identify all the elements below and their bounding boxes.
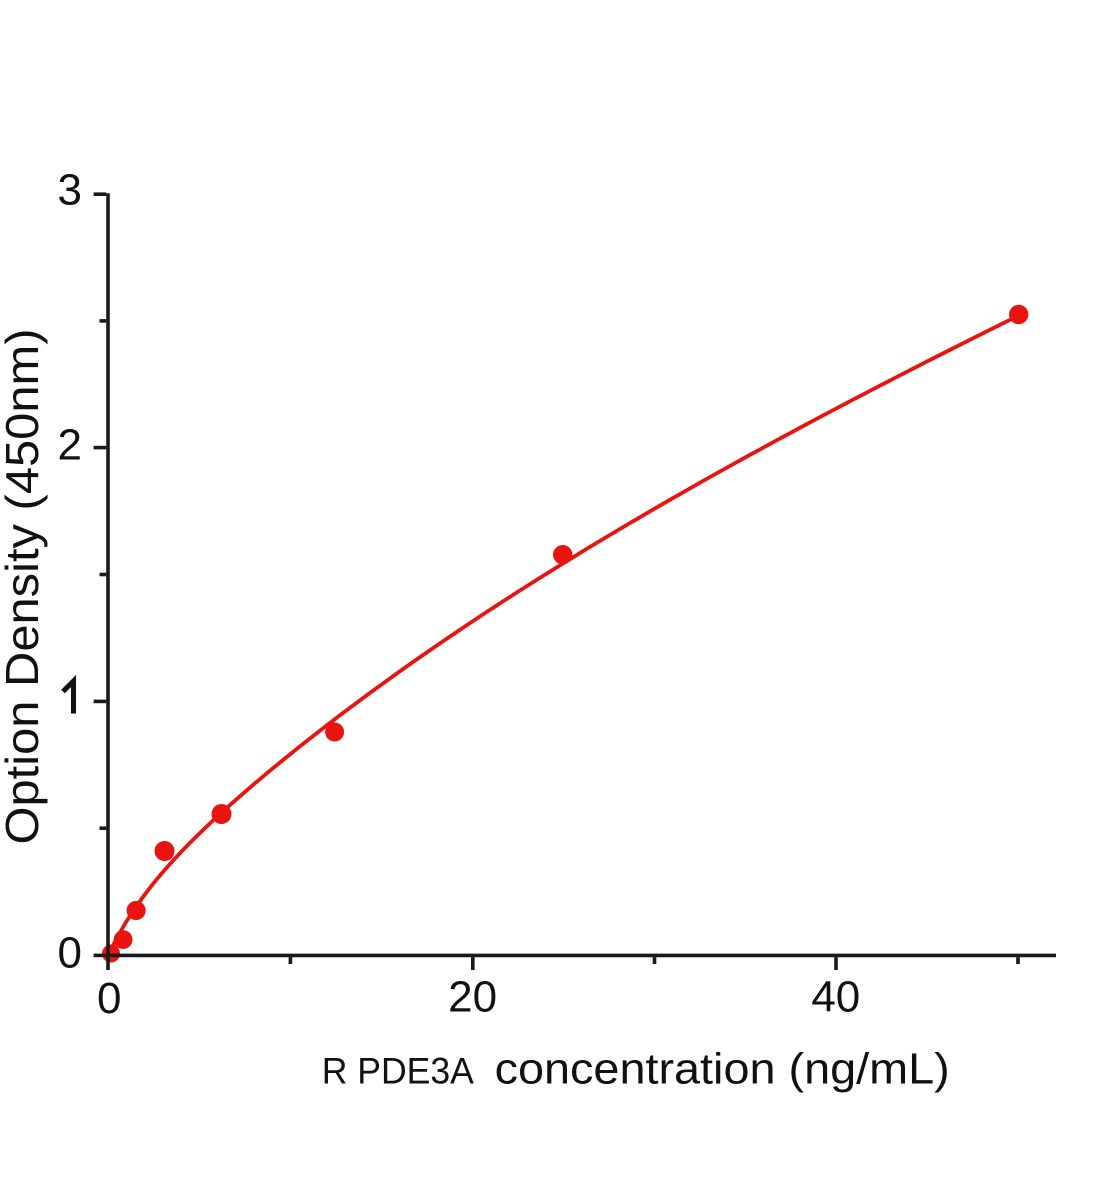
svg-text:Option Density (450nm): Option Density (450nm) — [0, 329, 48, 845]
svg-text:3: 3 — [58, 165, 82, 214]
svg-text:2: 2 — [58, 421, 82, 470]
svg-text:concentration (ng/mL): concentration (ng/mL) — [495, 1045, 950, 1094]
svg-text:0: 0 — [97, 974, 121, 1023]
svg-text:0: 0 — [58, 928, 82, 977]
svg-text:40: 40 — [811, 972, 860, 1021]
svg-text:R PDE3A: R PDE3A — [322, 1051, 474, 1092]
svg-text:20: 20 — [448, 972, 497, 1021]
